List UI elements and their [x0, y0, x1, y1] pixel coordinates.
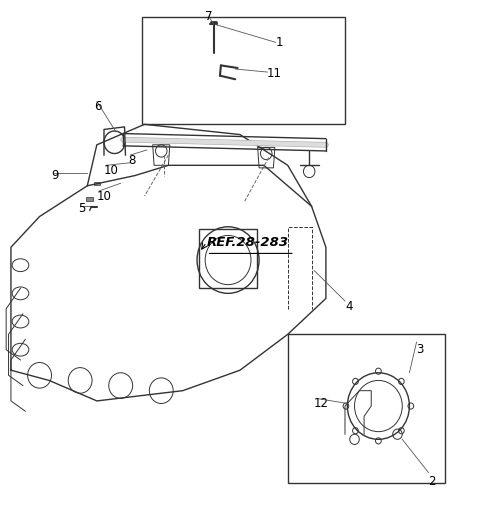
Text: 9: 9 — [51, 169, 59, 182]
Text: 11: 11 — [266, 66, 281, 80]
Text: 10: 10 — [104, 164, 119, 177]
Text: 6: 6 — [95, 100, 102, 113]
Text: 4: 4 — [345, 300, 352, 313]
Bar — [94, 182, 100, 185]
Text: 10: 10 — [97, 190, 112, 202]
Text: 12: 12 — [314, 397, 329, 410]
Text: 1: 1 — [276, 36, 283, 49]
Bar — [142, 17, 345, 124]
Text: 2: 2 — [429, 475, 436, 488]
Text: 8: 8 — [128, 153, 135, 167]
Text: 7: 7 — [205, 10, 213, 23]
Text: 3: 3 — [417, 343, 424, 356]
Bar — [288, 334, 445, 483]
Text: REF.28-283: REF.28-283 — [206, 236, 288, 249]
Text: 5: 5 — [78, 202, 85, 215]
Bar — [86, 197, 94, 201]
